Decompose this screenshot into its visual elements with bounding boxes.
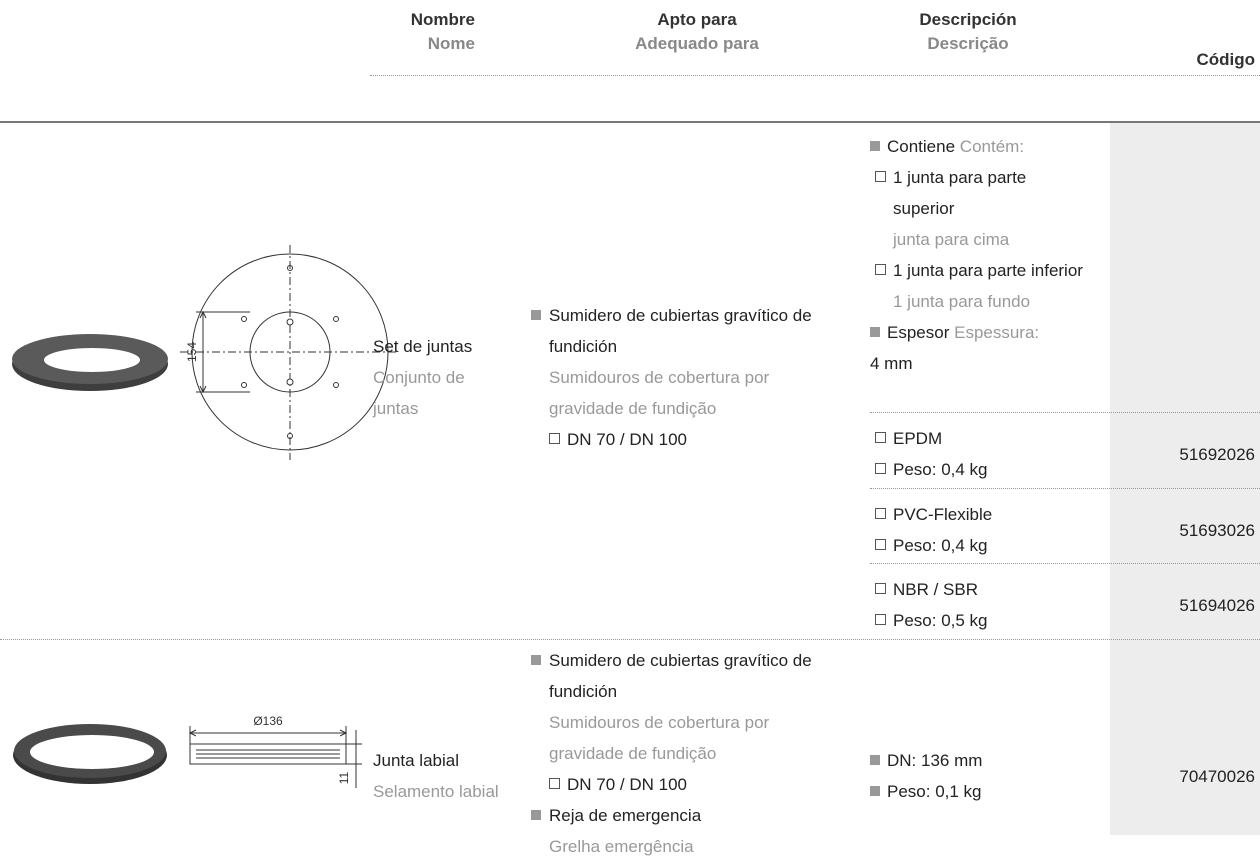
- variant-weight: Peso: 0,5 kg: [893, 611, 988, 630]
- separator: [870, 412, 1260, 413]
- sub-text: DN 70 / DN 100: [567, 430, 687, 449]
- code: 51694026: [1179, 596, 1255, 615]
- lip-seal-drawing: [188, 726, 362, 788]
- box-bullet: [875, 538, 886, 550]
- suitable-pt: Sumidouros de cobertura por gravidade de…: [549, 368, 770, 418]
- gasket-set-drawing: [180, 245, 398, 460]
- code-column-bg: [1110, 123, 1260, 835]
- header-name: Nombre: [410, 10, 475, 29]
- header-name-pt: Nome: [427, 34, 475, 53]
- variant: EPDM Peso: 0,4 kg: [875, 423, 1105, 485]
- separator: [870, 487, 1260, 489]
- name-pt: Selamento labial: [373, 782, 499, 801]
- product-name: Junta labial Selamento labial: [373, 745, 523, 807]
- variant-line: NBR / SBR: [875, 574, 1105, 605]
- variant-line: Peso: 0,5 kg: [875, 605, 1105, 636]
- box-bullet: [875, 583, 886, 594]
- name-es: Set de juntas: [373, 337, 473, 356]
- description: DN: 136 mm Peso: 0,1 kg: [870, 745, 1105, 807]
- desc-pt: Contém:: [959, 137, 1025, 156]
- variant-material: PVC-Flexible: [893, 504, 993, 524]
- name-pt: Conjunto de juntas: [373, 368, 465, 418]
- suitable-item: Sumidero de cubiertas gravítico de fundi…: [531, 645, 841, 800]
- desc-text: Peso: 0,1 kg: [887, 782, 982, 801]
- variant-weight: Peso: 0,4 kg: [893, 535, 988, 555]
- suitable-es: Sumidero de cubiertas gravítico de fundi…: [549, 306, 812, 356]
- desc-line: Peso: 0,1 kg: [870, 776, 1105, 807]
- header-rule: [0, 121, 1260, 123]
- desc-heading: Contiene Contém:: [870, 131, 1105, 162]
- dimension-label: Ø136: [253, 714, 283, 728]
- desc-line: DN: 136 mm: [870, 745, 1105, 776]
- lip-seal-photo: [13, 724, 167, 784]
- variant-material: EPDM: [893, 429, 943, 448]
- description: Contiene Contém: 1 junta para parte supe…: [870, 131, 1105, 379]
- gasket-set-photo: [12, 334, 168, 391]
- dimension-label: 11: [337, 771, 351, 784]
- product-name: Set de juntas Conjunto de juntas: [373, 331, 513, 424]
- variant-line: EPDM: [875, 423, 1105, 454]
- variant-material: NBR / SBR: [893, 580, 979, 599]
- header-description-pt: Descrição: [927, 34, 1009, 53]
- code: 51693026: [1179, 520, 1255, 540]
- suitable: Sumidero de cubiertas gravítico de fundi…: [531, 300, 841, 455]
- variant-line: Peso: 0,4 kg: [875, 530, 1105, 561]
- suitable: Sumidero de cubiertas gravítico de fundi…: [531, 645, 841, 862]
- box-bullet: [875, 507, 886, 519]
- desc-item: 1 junta para parte superior junta para c…: [875, 162, 1105, 255]
- suitable-sub: DN 70 / DN 100: [549, 424, 841, 455]
- desc-value: 4 mm: [870, 354, 913, 373]
- suitable-es: Reja de emergencia: [549, 806, 702, 825]
- suitable-item: Sumidero de cubiertas gravítico de fundi…: [531, 300, 841, 455]
- variant-weight: Peso: 0,4 kg: [893, 460, 988, 479]
- desc-es: Contiene: [887, 137, 956, 156]
- desc-es: Espesor: [887, 323, 950, 342]
- suitable-es: Sumidero de cubiertas gravítico de fundi…: [549, 651, 812, 701]
- header-description: Descripción: [919, 10, 1017, 29]
- item-pt: junta para cima: [893, 230, 1010, 249]
- variant-line: PVC-Flexible: [875, 499, 1105, 530]
- box-bullet: [875, 463, 886, 474]
- row-separator: [0, 639, 1260, 640]
- code: 70470026: [1179, 767, 1255, 786]
- desc-item: 1 junta para parte inferior 1 junta para…: [875, 255, 1105, 317]
- code: 51692026: [1179, 445, 1255, 464]
- suitable-sub: DN 70 / DN 100: [549, 769, 841, 800]
- box-bullet: [875, 614, 886, 625]
- suitable-pt: Grelha emergência: [549, 837, 694, 856]
- variant: NBR / SBR Peso: 0,5 kg: [875, 574, 1105, 636]
- item-es: 1 junta para parte inferior: [893, 261, 1083, 280]
- suitable-item: Reja de emergencia Grelha emergência: [531, 800, 841, 862]
- suitable-pt: Sumidouros de cobertura por gravidade de…: [549, 713, 770, 763]
- desc-heading: Espesor Espessura: 4 mm: [870, 317, 1105, 379]
- name-es: Junta labial: [373, 751, 460, 770]
- separator: [870, 563, 1260, 564]
- desc-text: DN: 136 mm: [887, 751, 983, 770]
- separator: [370, 75, 1260, 76]
- item-es: 1 junta para parte superior: [893, 168, 1027, 218]
- box-bullet: [875, 432, 886, 443]
- variant: PVC-Flexible Peso: 0,4 kg: [875, 499, 1105, 561]
- header-suitable-pt: Adequado para: [635, 34, 759, 53]
- sub-text: DN 70 / DN 100: [567, 775, 687, 794]
- dimension-label: 154: [185, 342, 199, 362]
- variant-line: Peso: 0,4 kg: [875, 454, 1105, 485]
- desc-pt: Espessura:: [954, 323, 1040, 342]
- header-code: Código: [1196, 50, 1255, 69]
- header-suitable: Apto para: [657, 10, 737, 29]
- item-pt: 1 junta para fundo: [893, 292, 1031, 311]
